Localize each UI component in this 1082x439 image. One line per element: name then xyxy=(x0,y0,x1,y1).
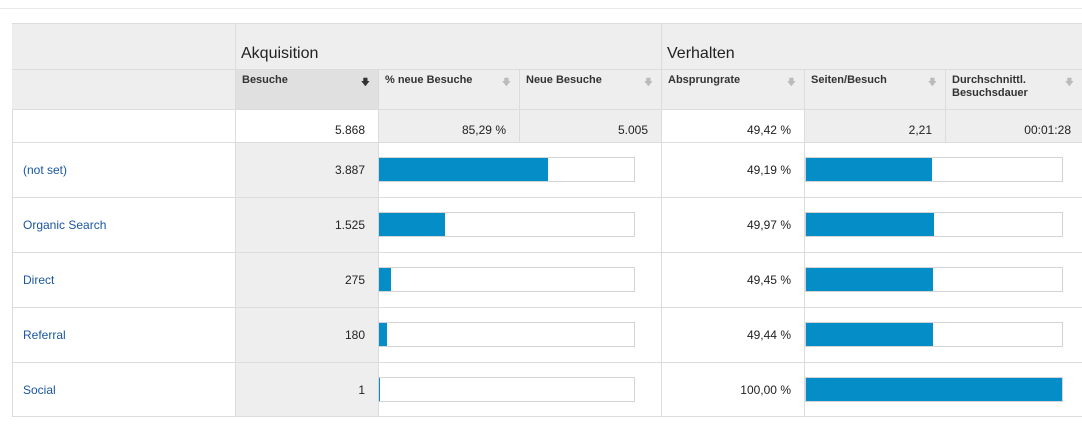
sessions-bar xyxy=(379,158,548,181)
bounce-bar-track xyxy=(805,212,1063,237)
bounce-bar xyxy=(806,378,1062,401)
sessions-bar-track xyxy=(378,267,635,292)
totals-sessions-cell: 5.868 xyxy=(235,109,378,142)
sessions-bar xyxy=(379,268,391,291)
dimension-header xyxy=(12,69,235,109)
sessions-bar xyxy=(379,213,445,236)
totals-label-cell xyxy=(12,109,235,142)
table-row-dimension-cell: Direct xyxy=(12,252,235,307)
col-header-bounce-rate[interactable]: Absprungrate 🡇 xyxy=(661,69,804,109)
totals-new-sessions-cell: 5.005 xyxy=(519,109,661,142)
totals-pct-new-sessions: 85,29 % xyxy=(461,123,506,137)
bounce-bar xyxy=(806,323,933,346)
col-header-avg-duration[interactable]: Durchschnittl. Besuchsdauer 🡇 xyxy=(945,69,1082,109)
group-acquisition: Akquisition xyxy=(235,23,661,69)
totals-bounce-cell: 49,42 % xyxy=(661,109,804,142)
col-header-pct-new-sessions-label: % neue Besuche xyxy=(385,74,473,86)
sessions-value: 1 xyxy=(358,383,365,397)
sort-arrow-icon[interactable]: 🡇 xyxy=(927,77,937,87)
sessions-value: 1.525 xyxy=(334,218,365,232)
header-corner xyxy=(12,23,235,69)
sort-down-arrow-icon[interactable]: 🡇 xyxy=(360,77,370,87)
dimension-link[interactable]: (not set) xyxy=(23,163,68,177)
totals-pages-cell: 2,21 xyxy=(804,109,945,142)
bounce-bar-track xyxy=(805,157,1063,182)
bounce-bar-track xyxy=(805,377,1063,402)
totals-pct-new-cell: 85,29 % xyxy=(378,109,519,142)
dimension-link[interactable]: Social xyxy=(23,383,56,397)
table-row-sessions-cell: 1.525 xyxy=(235,197,378,252)
bounce-rate-value: 49,97 % xyxy=(746,218,791,232)
table-row-dimension-cell: Organic Search xyxy=(12,197,235,252)
report-table: Akquisition Verhalten Besuche 🡇 % neue B… xyxy=(12,23,1082,418)
sort-arrow-icon[interactable]: 🡇 xyxy=(501,77,511,87)
totals-sessions: 5.868 xyxy=(334,123,365,137)
sessions-value: 3.887 xyxy=(334,163,365,177)
col-header-sessions-label: Besuche xyxy=(242,74,288,86)
table-row-bounce-cell: 49,19 % xyxy=(661,142,804,197)
table-row-sessions-cell: 1 xyxy=(235,362,378,417)
bounce-bar xyxy=(806,268,933,291)
group-behavior-title: Verhalten xyxy=(667,45,735,62)
bounce-bar xyxy=(806,158,932,181)
table-row-sessions-cell: 3.887 xyxy=(235,142,378,197)
table-row-dimension-cell: Referral xyxy=(12,307,235,362)
top-divider xyxy=(0,8,1082,9)
group-acquisition-title: Akquisition xyxy=(241,45,319,62)
dimension-link[interactable]: Referral xyxy=(23,328,66,342)
sessions-bar xyxy=(379,323,387,346)
table-row-bounce-cell: 49,45 % xyxy=(661,252,804,307)
totals-bounce-rate: 49,42 % xyxy=(746,123,791,137)
totals-new-sessions: 5.005 xyxy=(617,123,648,137)
sessions-bar-track xyxy=(378,322,635,347)
sort-arrow-icon[interactable]: 🡇 xyxy=(786,77,796,87)
bounce-rate-value: 49,44 % xyxy=(746,328,791,342)
col-header-avg-duration-label: Durchschnittl. Besuchsdauer xyxy=(952,74,1028,99)
sort-arrow-icon[interactable]: 🡇 xyxy=(643,77,653,87)
table-row-bounce-cell: 49,97 % xyxy=(661,197,804,252)
table-row-sessions-cell: 180 xyxy=(235,307,378,362)
sessions-bar-track xyxy=(378,212,635,237)
bounce-rate-value: 100,00 % xyxy=(740,383,791,397)
sessions-bar xyxy=(379,378,380,401)
sort-arrow-icon[interactable]: 🡇 xyxy=(1064,77,1074,87)
col-header-pages-per-session[interactable]: Seiten/Besuch 🡇 xyxy=(804,69,945,109)
col-header-bounce-rate-label: Absprungrate xyxy=(668,74,741,86)
bounce-bar-track xyxy=(805,267,1063,292)
sessions-value: 180 xyxy=(344,328,365,342)
col-header-new-sessions-label: Neue Besuche xyxy=(526,74,602,86)
sessions-bar-track xyxy=(378,377,635,402)
col-header-new-sessions[interactable]: Neue Besuche 🡇 xyxy=(519,69,661,109)
col-header-sessions[interactable]: Besuche 🡇 xyxy=(235,69,378,109)
dimension-link[interactable]: Direct xyxy=(23,273,55,287)
dimension-link[interactable]: Organic Search xyxy=(23,218,107,232)
col-header-pages-per-session-label: Seiten/Besuch xyxy=(811,74,887,86)
bounce-rate-value: 49,19 % xyxy=(746,163,791,177)
table-row-bounce-cell: 100,00 % xyxy=(661,362,804,417)
col-header-pct-new-sessions[interactable]: % neue Besuche 🡇 xyxy=(378,69,519,109)
table-row-sessions-cell: 275 xyxy=(235,252,378,307)
totals-duration-cell: 00:01:28 xyxy=(945,109,1082,142)
table-row-bounce-cell: 49,44 % xyxy=(661,307,804,362)
sessions-bar-track xyxy=(378,157,635,182)
bounce-rate-value: 49,45 % xyxy=(746,273,791,287)
table-row-dimension-cell: (not set) xyxy=(12,142,235,197)
bounce-bar-track xyxy=(805,322,1063,347)
bounce-bar xyxy=(806,213,934,236)
sessions-value: 275 xyxy=(344,273,365,287)
table-row-dimension-cell: Social xyxy=(12,362,235,417)
group-behavior: Verhalten xyxy=(661,23,1082,69)
totals-avg-duration: 00:01:28 xyxy=(1024,123,1071,137)
totals-pages-per-session: 2,21 xyxy=(908,123,932,137)
